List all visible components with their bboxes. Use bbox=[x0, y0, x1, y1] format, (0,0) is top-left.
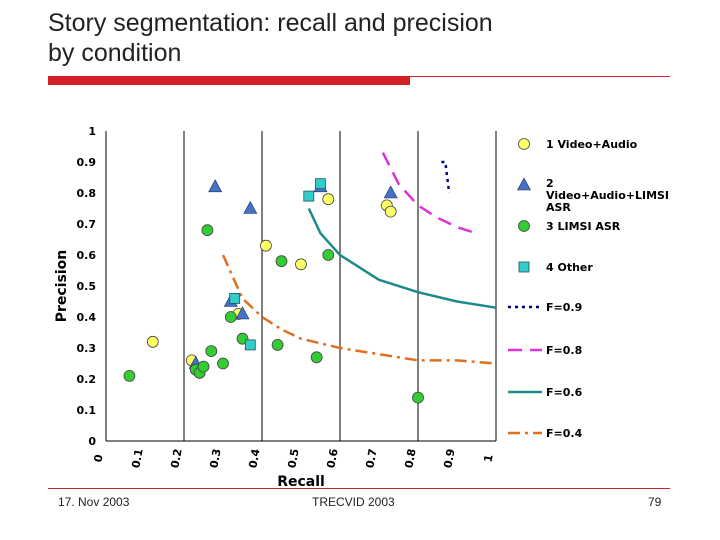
x-tick-label: 1 bbox=[481, 453, 495, 463]
legend: 1 Video+Audio 2 Video+Audio+LIMSI ASR 3 LIMS… bbox=[508, 138, 669, 440]
series-3-point bbox=[123, 369, 136, 382]
series-2-point bbox=[243, 200, 258, 214]
footer-event: TRECVID 2003 bbox=[312, 495, 395, 509]
y-tick-label: 0.3 bbox=[77, 342, 97, 355]
y-tick-label: 0.5 bbox=[77, 280, 97, 293]
y-tick-label: 0.8 bbox=[77, 187, 97, 200]
y-tick-label: 0.1 bbox=[77, 404, 97, 417]
axes bbox=[105, 131, 496, 442]
y-tick-label: 0.6 bbox=[77, 249, 97, 262]
series-4-point bbox=[244, 339, 256, 351]
series-2-point bbox=[235, 306, 250, 320]
series-3-point bbox=[271, 338, 284, 351]
series-3-point bbox=[322, 249, 335, 261]
series-4-point bbox=[303, 190, 315, 202]
slide-title: Story segmentation: recall and precision… bbox=[48, 8, 568, 68]
x-tick-labels: 0 0.1 0.2 0.3 0.4 0.5 0.6 0.7 0.8 0.9 1 bbox=[91, 447, 495, 469]
legend-label-4: 4 Other bbox=[546, 261, 593, 274]
y-tick-label: 1 bbox=[88, 125, 96, 138]
footer-rule bbox=[48, 488, 670, 489]
series-4-point bbox=[315, 178, 326, 190]
series-1-point bbox=[295, 258, 307, 271]
slide-title-line-1: Story segmentation: recall and precision bbox=[48, 9, 493, 37]
series-2-point bbox=[383, 185, 398, 199]
x-tick-label: 0.2 bbox=[168, 448, 184, 469]
series-4-point bbox=[229, 292, 241, 304]
grid-lines bbox=[183, 131, 497, 441]
series-3-point bbox=[275, 255, 288, 268]
x-tick-label: 0.8 bbox=[402, 448, 418, 469]
legend-label-f-0-4: F=0.4 bbox=[546, 427, 583, 440]
legend-marker-3 bbox=[518, 220, 530, 232]
legend-label-f-0-6: F=0.6 bbox=[546, 386, 583, 399]
y-tick-label: 0.2 bbox=[77, 373, 97, 386]
series-1-point bbox=[384, 205, 397, 218]
y-tick-label: 0.7 bbox=[77, 218, 97, 231]
curve-f-0-6 bbox=[307, 207, 497, 309]
f-measure-curves bbox=[221, 152, 497, 365]
y-axis-title: Precision bbox=[54, 250, 70, 322]
series-3-point bbox=[217, 357, 229, 370]
slide-title-line-2: by condition bbox=[48, 39, 182, 67]
footer-date: 17. Nov 2003 bbox=[58, 495, 130, 509]
curve-f-0-4 bbox=[221, 254, 497, 365]
series-1-point bbox=[322, 193, 335, 206]
series-3-point bbox=[197, 360, 210, 373]
curve-f-0-8 bbox=[381, 152, 477, 235]
series-3-point bbox=[205, 345, 218, 358]
page-number: 79 bbox=[648, 495, 662, 509]
legend-label-1: 1 Video+Audio bbox=[546, 138, 638, 151]
legend-label-3: 3 LIMSI ASR bbox=[546, 220, 621, 233]
series-3-point bbox=[201, 224, 214, 237]
legend-label-f-0-8: F=0.8 bbox=[546, 344, 582, 357]
x-tick-label: 0.4 bbox=[246, 447, 262, 469]
legend-marker-1 bbox=[518, 138, 530, 150]
series-1-point bbox=[146, 335, 159, 348]
title-rule-accent bbox=[48, 76, 410, 85]
y-tick-label: 0 bbox=[88, 435, 96, 448]
x-tick-label: 0.5 bbox=[285, 448, 301, 469]
series-2-point bbox=[208, 179, 223, 193]
series-3-point bbox=[412, 391, 424, 404]
y-tick-labels: 0 0.1 0.2 0.3 0.4 0.5 0.6 0.7 0.8 0.9 1 bbox=[77, 125, 97, 448]
curve-f-0-9 bbox=[441, 160, 451, 194]
series-1-point bbox=[259, 239, 272, 252]
x-tick-label: 0 bbox=[91, 453, 105, 463]
legend-label-f-0-9: F=0.9 bbox=[546, 301, 582, 314]
legend-marker-2 bbox=[516, 177, 532, 191]
series-3-point bbox=[224, 311, 237, 323]
x-axis-title: Recall bbox=[277, 474, 325, 490]
x-tick-label: 0.1 bbox=[129, 448, 145, 469]
title-rule-line bbox=[410, 76, 670, 77]
legend-marker-4 bbox=[518, 261, 530, 273]
x-tick-label: 0.6 bbox=[324, 447, 340, 469]
y-tick-label: 0.4 bbox=[77, 311, 97, 324]
y-tick-label: 0.9 bbox=[77, 156, 97, 169]
x-tick-label: 0.3 bbox=[207, 448, 223, 469]
x-tick-label: 0.9 bbox=[441, 448, 457, 469]
series-3-point bbox=[310, 351, 323, 364]
x-tick-label: 0.7 bbox=[363, 448, 379, 469]
data-points bbox=[123, 178, 424, 404]
legend-label-2: 2 Video+Audio+LIMSI ASR bbox=[546, 177, 669, 214]
